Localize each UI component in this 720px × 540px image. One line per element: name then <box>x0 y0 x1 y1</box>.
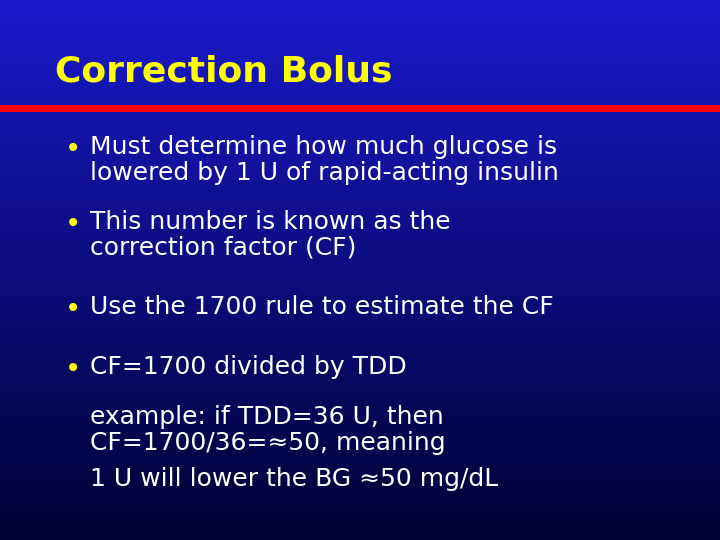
Text: example: if TDD=36 U, then: example: if TDD=36 U, then <box>90 405 444 429</box>
Text: •: • <box>65 295 81 323</box>
Text: •: • <box>65 355 81 383</box>
Text: •: • <box>65 135 81 163</box>
Text: Use the 1700 rule to estimate the CF: Use the 1700 rule to estimate the CF <box>90 295 554 319</box>
Text: CF=1700/36=≈50, meaning: CF=1700/36=≈50, meaning <box>90 431 446 455</box>
Text: Must determine how much glucose is: Must determine how much glucose is <box>90 135 557 159</box>
Text: •: • <box>65 210 81 238</box>
Text: Correction Bolus: Correction Bolus <box>55 55 392 89</box>
Text: lowered by 1 U of rapid-acting insulin: lowered by 1 U of rapid-acting insulin <box>90 161 559 185</box>
Text: correction factor (CF): correction factor (CF) <box>90 236 356 260</box>
Text: This number is known as the: This number is known as the <box>90 210 451 234</box>
Text: 1 U will lower the BG ≈50 mg/dL: 1 U will lower the BG ≈50 mg/dL <box>90 467 498 491</box>
Text: CF=1700 divided by TDD: CF=1700 divided by TDD <box>90 355 407 379</box>
